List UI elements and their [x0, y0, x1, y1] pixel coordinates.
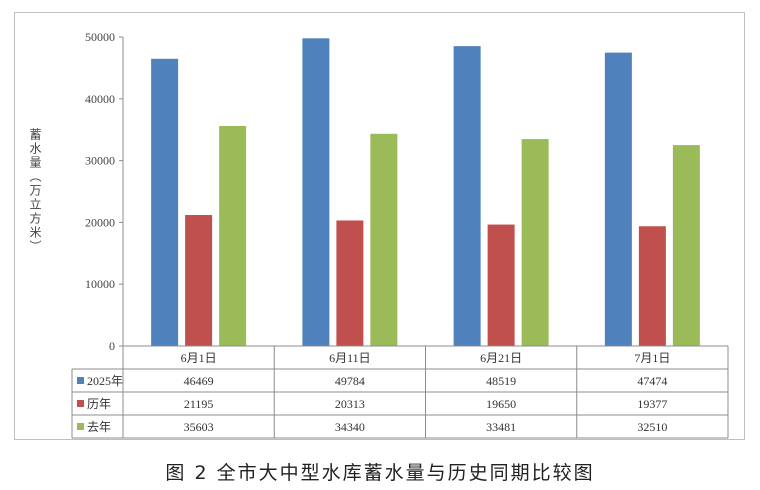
- bar: [521, 139, 549, 346]
- data-label: 21195: [184, 397, 214, 411]
- data-label: 19650: [486, 397, 516, 411]
- bar: [638, 226, 666, 346]
- data-label: 34340: [335, 420, 365, 434]
- data-label: 32510: [637, 420, 667, 434]
- bar: [151, 58, 179, 346]
- y-tick-label: 40000: [85, 92, 115, 106]
- y-tick-label: 50000: [85, 30, 115, 44]
- data-label: 46469: [184, 374, 214, 388]
- bars: [151, 38, 700, 347]
- y-axis: 0 10000 20000 30000 40000 50000: [85, 30, 124, 353]
- y-tick-label: 10000: [85, 277, 115, 291]
- bar: [672, 145, 700, 346]
- data-label: 47474: [637, 374, 667, 388]
- x-tick-label: 6月21日: [480, 351, 522, 365]
- legend-swatch: [77, 400, 84, 407]
- legend-label: 历年: [87, 397, 111, 411]
- bar: [185, 215, 213, 346]
- y-tick-label: 20000: [85, 215, 115, 229]
- y-axis-label: 蓄水量（万立方米）: [28, 128, 42, 254]
- x-tick-label: 6月1日: [181, 351, 217, 365]
- data-table: 6月1日 6月11日 6月21日 7月1日 2025年 46469 49784 48519 47…: [71, 345, 729, 439]
- data-label: 35603: [184, 420, 214, 434]
- legend-swatch: [77, 377, 84, 384]
- chart-frame: [14, 12, 745, 440]
- bar: [302, 38, 330, 347]
- data-label: 49784: [335, 374, 365, 388]
- legend-swatch: [77, 423, 84, 430]
- bar: [336, 220, 364, 346]
- legend-label: 2025年: [87, 374, 123, 388]
- y-tick-label: 30000: [85, 154, 115, 168]
- figure-caption: 图 2 全市大中型水库蓄水量与历史同期比较图: [165, 462, 595, 484]
- data-label: 48519: [486, 374, 516, 388]
- x-tick-label: 7月1日: [634, 351, 670, 365]
- bar: [219, 125, 247, 347]
- x-tick-label: 6月11日: [329, 351, 371, 365]
- y-tick-label: 0: [109, 339, 115, 353]
- bar: [453, 46, 481, 346]
- data-label: 19377: [637, 397, 667, 411]
- bar: [370, 133, 398, 346]
- data-label: 20313: [335, 397, 365, 411]
- data-label: 33481: [486, 420, 516, 434]
- bar: [604, 52, 632, 346]
- bar: [487, 224, 515, 346]
- legend-label: 去年: [87, 420, 111, 434]
